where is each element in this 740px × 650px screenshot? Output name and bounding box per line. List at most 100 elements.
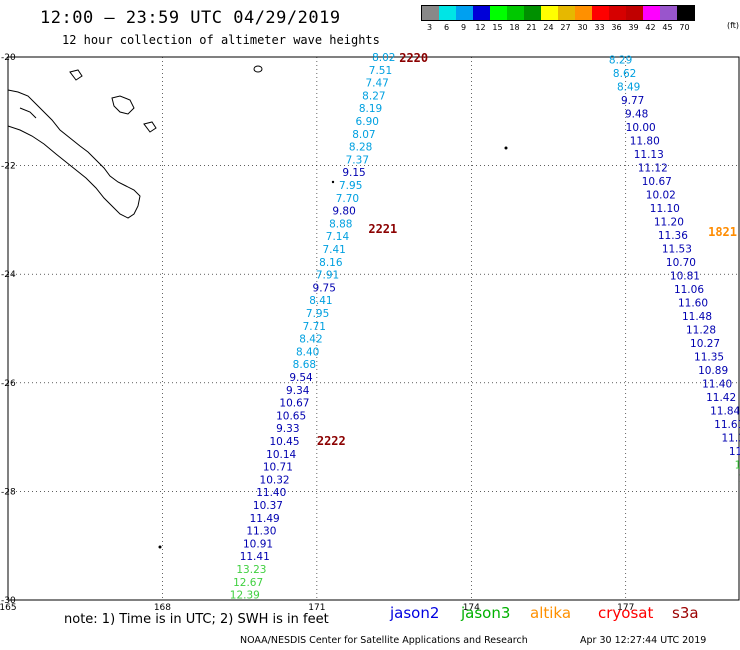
legend-swatch [677, 6, 694, 20]
longitude-tick-label: 165 [0, 603, 17, 613]
legend-swatch [643, 6, 660, 20]
pass-number-label: 2222 [317, 434, 346, 448]
legend-swatch [456, 6, 473, 20]
map-frame [7, 56, 740, 601]
legend-swatch [575, 6, 592, 20]
wave-height-reading: 7.37 [346, 154, 369, 166]
wave-height-reading: 8.88 [329, 218, 352, 230]
island-dot [504, 146, 508, 150]
wave-height-reading: 10.67 [279, 398, 309, 410]
wave-height-reading: 11.53 [662, 244, 692, 256]
wave-height-reading: 10.02 [646, 190, 676, 202]
wave-height-reading: 11. [729, 446, 740, 458]
wave-height-reading: 11.42 [706, 392, 736, 404]
wave-height-reading: 11.3 [722, 432, 740, 444]
wave-height-reading: 8.62 [613, 68, 636, 80]
wave-height-reading: 9.34 [286, 385, 310, 397]
wave-height-reading: 8.68 [293, 359, 316, 371]
legend-bin-label: 36 [611, 23, 622, 32]
wave-height-reading: 10.37 [253, 500, 283, 512]
wave-height-reading: 8.16 [319, 257, 343, 269]
legend-swatch [524, 6, 541, 20]
wave-height-reading: 10.91 [243, 538, 273, 550]
wave-height-reading: 10.71 [263, 462, 293, 474]
legend-bin-label: 39 [628, 23, 639, 32]
latitude-tick-label: -30 [1, 596, 16, 606]
wave-height-reading: 10.65 [276, 410, 306, 422]
legend-bin-label: 18 [509, 23, 520, 32]
latitude-tick-label: -24 [1, 270, 16, 280]
wave-height-reading: 11.35 [694, 351, 724, 363]
wave-height-reading: 12 [739, 473, 740, 485]
wave-height-reading: 8.28 [349, 142, 372, 154]
legend-bin-label: 15 [492, 23, 503, 32]
wave-height-reading: 11.84 [710, 405, 740, 417]
longitude-tick-label: 177 [617, 603, 634, 613]
wave-height-reading: 11.49 [250, 513, 280, 525]
map-subtitle: 12 hour collection of altimeter wave hei… [62, 33, 380, 47]
footnote: note: 1) Time is in UTC; 2) SWH is in fe… [64, 612, 329, 627]
legend-bin-label: 9 [460, 23, 467, 32]
legend-swatch [626, 6, 643, 20]
wave-height-reading: 7.71 [303, 321, 326, 333]
longitude-tick-label: 174 [463, 603, 480, 613]
wave-height-reading: 10.14 [266, 449, 296, 461]
island-dot [158, 545, 162, 549]
wave-height-reading: 11.28 [686, 325, 716, 337]
wave-height-reading: 9.54 [289, 372, 313, 384]
color-legend: 3 6 9 12 15 18 21 24 27 30 33 36 39 42 45 70 (ft) [421, 5, 739, 32]
legend-swatch [490, 6, 507, 20]
map-title: 12:00 – 23:59 UTC 04/29/2019 [40, 8, 341, 28]
wave-height-reading: 7.70 [336, 193, 359, 205]
wave-height-reading: 10.45 [269, 436, 299, 448]
coastline-new-caledonia [7, 65, 263, 219]
pass-number-label: 1821 [708, 225, 737, 239]
legend-swatch [592, 6, 609, 20]
pass-labels: 2220 2221 2222 1821 [317, 51, 737, 448]
legend-labels: 3 6 9 12 15 18 21 24 27 30 33 36 39 42 45 70 [421, 23, 695, 32]
wave-height-reading: 11.41 [240, 551, 270, 563]
wave-height-reading: 9.15 [342, 167, 365, 179]
legend-bin-label: 42 [645, 23, 656, 32]
satellite-label-cryosat: cryosat [598, 604, 654, 622]
legend-bin-label: 3 [426, 23, 433, 32]
legend-bin-label: 6 [443, 23, 450, 32]
wave-height-reading: 8.41 [309, 295, 332, 307]
legend-bin-label: 70 [679, 23, 690, 32]
pass-number-label: 2220 [399, 51, 428, 65]
wave-height-reading: 11.48 [682, 311, 712, 323]
legend-swatch [439, 6, 456, 20]
wave-height-reading: 12.67 [233, 577, 263, 589]
wave-height-reading: 13.23 [236, 564, 266, 576]
satellite-label-altika: altika [530, 604, 572, 622]
latitude-tick-label: -20 [1, 53, 16, 63]
wave-height-reading: 11.61 [714, 419, 740, 431]
wave-height-reading: 11.60 [678, 298, 708, 310]
island-dot [331, 180, 335, 184]
wave-height-reading: 12.39 [230, 590, 260, 602]
wave-height-reading: 10.32 [260, 474, 290, 486]
latitude-tick-label: -28 [1, 487, 16, 497]
longitude-tick-label: 171 [308, 603, 325, 613]
legend-swatch [609, 6, 626, 20]
wave-height-reading: 7.41 [322, 244, 345, 256]
wave-height-reading: 8.02 [372, 52, 395, 64]
latitude-tick-label: -26 [1, 379, 16, 389]
longitude-tick-label: 168 [154, 603, 171, 613]
wave-height-reading: 11.80 [630, 136, 660, 148]
legend-swatch [660, 6, 677, 20]
wave-height-reading: 11.40 [256, 487, 286, 499]
wave-height-reading: 11.06 [674, 284, 704, 296]
wave-height-reading: 8.42 [299, 334, 322, 346]
legend-bin-label: 45 [662, 23, 673, 32]
legend-swatch [507, 6, 524, 20]
wave-height-reading: 10.27 [690, 338, 720, 350]
altimeter-tracks: 8.027.517.478.278.196.908.078.287.379.15… [230, 52, 740, 602]
wave-height-reading: 7.91 [316, 270, 339, 282]
wave-height-reading: 11.30 [246, 526, 276, 538]
latitude-tick-label: -22 [1, 162, 16, 172]
generated-timestamp: Apr 30 12:27:44 UTC 2019 [580, 635, 707, 646]
wave-height-reading: 9.33 [276, 423, 299, 435]
credit-line: NOAA/NESDIS Center for Satellite Applica… [240, 635, 528, 646]
